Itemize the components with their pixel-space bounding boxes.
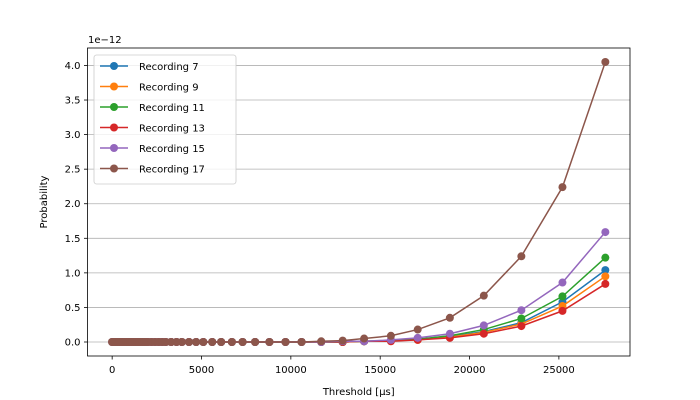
data-point: [192, 338, 201, 346]
legend-label: Recording 9: [139, 83, 199, 94]
data-point: [479, 291, 488, 300]
series-line: [112, 231, 606, 343]
x-tick-label: 15000: [364, 365, 396, 376]
data-point: [517, 314, 526, 323]
data-point: [479, 329, 488, 338]
x-axis: 0 5000 10000 15000 20000 25000: [109, 356, 575, 376]
data-point: [413, 333, 422, 342]
data-point: [217, 338, 226, 346]
data-point: [265, 338, 274, 346]
data-point: [445, 329, 454, 338]
legend-item: Recording 17: [100, 164, 205, 176]
x-tick-label: 10000: [275, 365, 307, 376]
series-4: [108, 279, 610, 346]
y-tick-label: 2.5: [65, 165, 81, 176]
y-tick-label: 1.5: [65, 234, 81, 245]
series-6: [108, 58, 610, 346]
series-3: [108, 253, 610, 346]
data-point: [558, 306, 567, 315]
y-tick-label: 2.0: [65, 199, 81, 210]
data-point: [251, 338, 260, 346]
series-5: [108, 228, 610, 346]
legend-label: Recording 15: [139, 144, 205, 155]
data-point: [281, 338, 290, 346]
data-point: [208, 338, 217, 346]
data-point: [601, 58, 610, 66]
data-point: [558, 183, 567, 192]
series-line: [112, 275, 606, 343]
data-point: [479, 321, 488, 330]
data-point: [413, 325, 422, 334]
legend-label: Recording 13: [139, 124, 205, 135]
series-1: [108, 266, 610, 346]
data-point: [360, 334, 369, 343]
data-point: [517, 252, 526, 261]
legend-marker: [110, 164, 118, 173]
data-point: [185, 338, 193, 346]
y-tick-label: 1.0: [65, 268, 81, 279]
data-point: [297, 338, 306, 346]
x-tick-label: 0: [109, 365, 115, 376]
data-point: [558, 278, 567, 287]
legend-item: Recording 13: [100, 123, 205, 135]
y-tick-label: 3.5: [65, 96, 81, 107]
data-point: [386, 331, 395, 340]
legend-marker: [110, 103, 118, 111]
data-point: [601, 228, 610, 237]
plot-frame: [87, 47, 631, 357]
series-line: [112, 257, 606, 343]
legend-marker: [110, 82, 118, 91]
data-point: [338, 336, 347, 345]
legend-item: Recording 7: [100, 62, 199, 73]
legend-item: Recording 11: [100, 103, 205, 114]
x-tick-label: 25000: [543, 365, 575, 376]
series-2: [108, 272, 610, 346]
data-point: [238, 338, 247, 346]
data-point: [199, 338, 208, 346]
data-point: [177, 338, 186, 346]
data-point: [227, 338, 236, 346]
series-line: [112, 269, 606, 343]
series-layer: [108, 58, 610, 346]
legend-label: Recording 7: [139, 62, 199, 73]
legend-marker: [110, 62, 118, 70]
data-point: [517, 306, 526, 315]
x-axis-label: Threshold [µs]: [322, 387, 395, 398]
data-point: [445, 313, 454, 322]
legend-item: Recording 9: [100, 82, 199, 94]
legend-label: Recording 17: [139, 165, 205, 176]
data-point: [317, 337, 326, 346]
data-point: [601, 272, 610, 281]
y-tick-label: 4.0: [65, 61, 81, 72]
legend-item: Recording 15: [100, 144, 205, 155]
y-offset-label: 1e−12: [88, 35, 122, 46]
y-axis: 0.0 0.5 1.0 1.5 2.0 2.5 3.0 3.5 4.0: [65, 61, 88, 349]
data-point: [558, 292, 567, 301]
legend-marker: [110, 144, 118, 152]
x-tick-label: 5000: [189, 365, 214, 376]
data-point: [601, 279, 610, 288]
data-point: [517, 322, 526, 331]
data-point: [601, 253, 610, 262]
legend-marker: [110, 123, 118, 132]
legend: Recording 7 Recording 9 Recording 11 Record…: [93, 54, 237, 185]
y-tick-label: 0.5: [65, 303, 81, 314]
data-point: [601, 266, 610, 275]
y-tick-label: 0.0: [65, 338, 81, 349]
y-axis-label: Probability: [39, 175, 50, 228]
legend-box: [93, 54, 237, 185]
y-tick-label: 3.0: [65, 130, 81, 141]
x-tick-label: 20000: [454, 365, 486, 376]
legend-label: Recording 11: [139, 103, 205, 114]
